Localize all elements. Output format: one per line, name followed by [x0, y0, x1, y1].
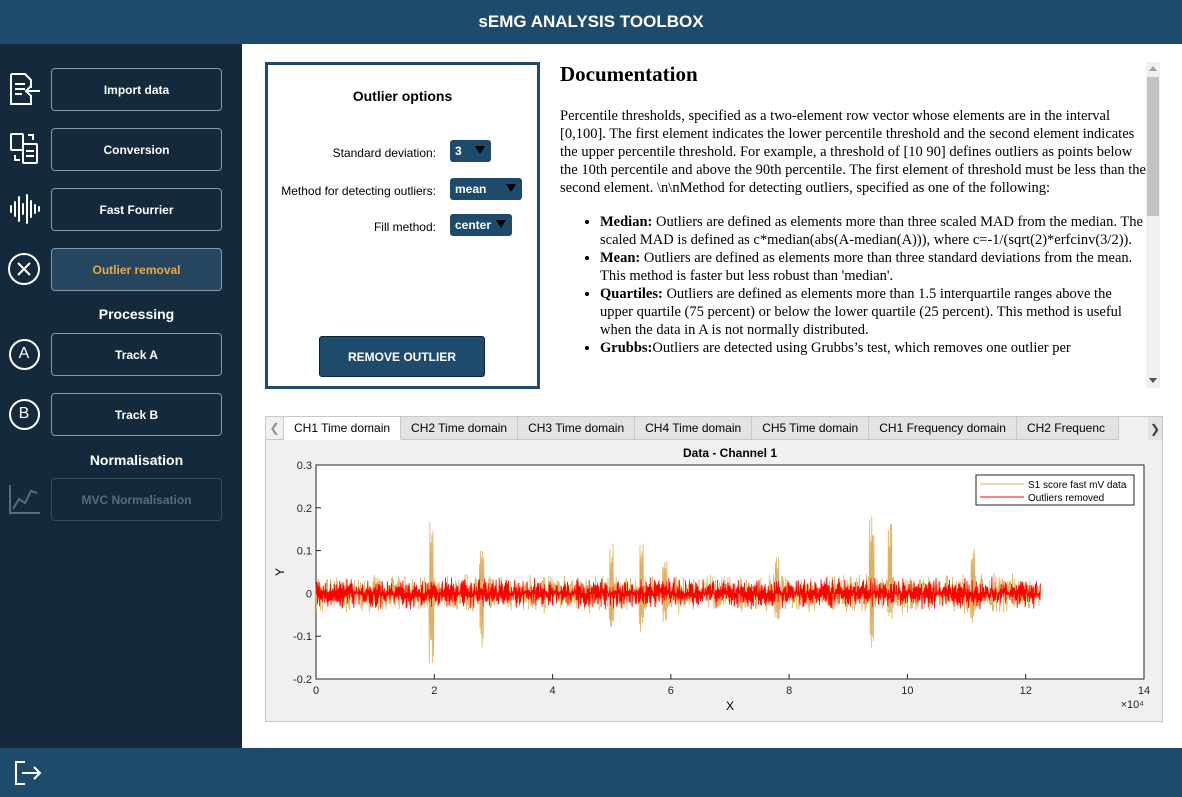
sidebar-item-label: Import data: [103, 82, 170, 97]
track-a-icon[interactable]: A: [6, 336, 42, 372]
y-tick-label: -0.1: [293, 631, 312, 643]
line-chart-icon: [6, 481, 42, 517]
chevron-down-icon: [475, 146, 485, 154]
chevron-down-icon: [496, 220, 506, 228]
chart-area: Data - Channel 1 0.3 0.2 0.1 0 -0.1 -0.2 0 2 4 6 8 1…: [266, 440, 1162, 721]
list-item: Mean: Outliers are defined as elements m…: [600, 249, 1146, 285]
track-b-icon[interactable]: B: [6, 396, 42, 432]
sidebar-item-mvc-normalisation: MVC Normalisation: [51, 478, 222, 521]
sidebar: Import data Conversion Fast Fourrier Out…: [0, 44, 242, 748]
y-tick-label: 0.3: [297, 460, 312, 472]
outlier-options-panel: Outlier options Standard deviation: 3 Me…: [265, 62, 540, 389]
std-label: Standard deviation:: [332, 146, 436, 160]
doc-scrollbar-thumb[interactable]: [1147, 77, 1159, 216]
list-item: Grubbs:Outliers are detected using Grubb…: [600, 339, 1146, 357]
x-tick-label: 8: [786, 685, 792, 697]
chevron-down-icon: [506, 184, 516, 192]
close-circle-icon[interactable]: [6, 251, 42, 287]
doc-list: Median: Outliers are defined as elements…: [560, 213, 1146, 357]
sidebar-item-track-b[interactable]: Track B: [51, 393, 222, 436]
x-tick-label: 2: [431, 685, 437, 697]
tab-scroll-right-icon[interactable]: ❯: [1148, 417, 1162, 440]
method-label: Method for detecting outliers:: [281, 184, 436, 198]
tab-ch3-time[interactable]: CH3 Time domain: [518, 417, 636, 440]
x-tick-label: 12: [1020, 685, 1032, 697]
sidebar-item-fast-fourrier[interactable]: Fast Fourrier: [51, 188, 222, 231]
tab-ch2-time[interactable]: CH2 Time domain: [401, 417, 519, 440]
bottom-bar: [0, 748, 1182, 797]
sidebar-item-label: Outlier removal: [92, 262, 181, 277]
waveform-icon[interactable]: [6, 191, 42, 227]
remove-outlier-button[interactable]: REMOVE OUTLIER: [319, 336, 485, 377]
list-item: Median: Outliers are defined as elements…: [600, 213, 1146, 249]
app-title: sEMG ANALYSIS TOOLBOX: [478, 12, 704, 31]
x-tick-label: 6: [668, 685, 674, 697]
doc-title: Documentation: [560, 62, 698, 86]
tab-ch5-time[interactable]: CH5 Time domain: [752, 417, 870, 440]
x-tick-label: 14: [1138, 685, 1150, 697]
fill-dropdown[interactable]: center: [450, 214, 512, 236]
x-tick-label: 10: [901, 685, 913, 697]
method-dropdown[interactable]: mean: [450, 178, 522, 200]
y-tick-label: 0.2: [297, 503, 312, 515]
normalisation-section-title: Normalisation: [89, 452, 184, 468]
tab-bar: ❮ CH1 Time domain CH2 Time domain CH3 Ti…: [266, 417, 1162, 440]
options-title: Outlier options: [352, 88, 453, 104]
list-item: Quartiles: Outliers are defined as eleme…: [600, 285, 1146, 339]
sidebar-item-outlier-removal[interactable]: Outlier removal: [51, 248, 222, 291]
y-axis-label: Y: [273, 568, 287, 576]
sidebar-item-import-data[interactable]: Import data: [51, 68, 222, 111]
app-title-bar: sEMG ANALYSIS TOOLBOX: [0, 0, 1182, 44]
legend-label-1: Outliers removed: [1028, 493, 1104, 504]
tab-ch2-frequency[interactable]: CH2 Frequenc: [1016, 417, 1119, 440]
x-axis-label: X: [726, 699, 734, 713]
sidebar-item-label: Track B: [114, 407, 159, 422]
documentation-pane: Documentation Percentile thresholds, spe…: [560, 62, 1146, 388]
logout-icon[interactable]: [13, 760, 43, 791]
series-line-1: [315, 576, 1041, 610]
x-tick-label: 0: [313, 685, 319, 697]
sidebar-item-label: MVC Normalisation: [81, 492, 192, 507]
sidebar-item-track-a[interactable]: Track A: [51, 333, 222, 376]
import-icon[interactable]: [6, 71, 42, 107]
legend-label-0: S1 score fast mV data: [1028, 480, 1127, 491]
std-dropdown[interactable]: 3: [450, 140, 491, 162]
sidebar-item-label: Fast Fourrier: [99, 202, 174, 217]
processing-section-title: Processing: [98, 306, 175, 322]
x-exponent-label: ×10⁴: [1121, 699, 1145, 711]
tab-scroll-left-icon[interactable]: ❮: [266, 417, 284, 440]
doc-intro: Percentile thresholds, specified as a tw…: [560, 108, 1146, 196]
line-chart[interactable]: Data - Channel 10.30.20.10-0.1-0.20 2 4 6 8 1…: [266, 440, 1162, 721]
scroll-up-icon[interactable]: [1149, 66, 1157, 71]
fill-label: Fill method:: [373, 220, 436, 234]
sidebar-item-label: Track A: [115, 347, 158, 362]
x-tick-label: 4: [550, 685, 556, 697]
tab-ch4-time[interactable]: CH4 Time domain: [635, 417, 753, 440]
y-tick-label: 0: [306, 588, 312, 600]
sidebar-item-conversion[interactable]: Conversion: [51, 128, 222, 171]
channel-tab-panel: ❮ CH1 Time domain CH2 Time domain CH3 Ti…: [265, 416, 1163, 722]
conversion-icon[interactable]: [6, 131, 42, 167]
tab-ch1-time[interactable]: CH1 Time domain: [284, 417, 402, 440]
y-tick-label: -0.2: [293, 674, 312, 686]
legend-box: [975, 474, 1135, 506]
y-tick-label: 0.1: [297, 546, 312, 558]
sidebar-item-label: Conversion: [103, 142, 170, 157]
chart-title: Data - Channel 1: [683, 446, 777, 460]
tab-ch1-frequency[interactable]: CH1 Frequency domain: [869, 417, 1017, 440]
scroll-down-icon[interactable]: [1149, 378, 1157, 383]
